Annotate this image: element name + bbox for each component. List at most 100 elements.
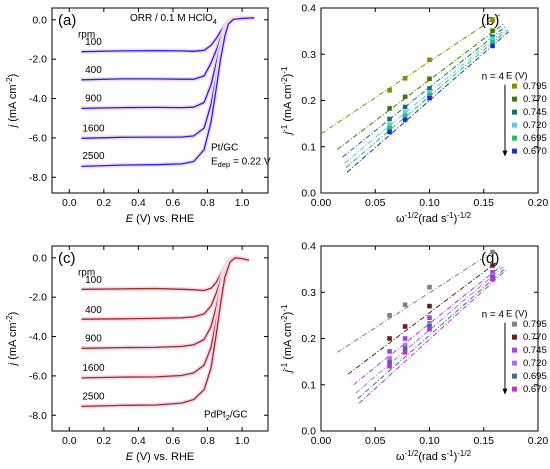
data-point-0.770 [402,324,408,329]
data-point-0.670 [402,350,408,355]
rpm-label: 900 [85,334,102,345]
chart-title: ORR / 0.1 M HClO4 [130,13,217,26]
x-axis-label: ω-1/2(rad s-1)-1/2 [396,211,472,225]
data-point-0.720 [427,320,432,326]
rpm-header: rpm [78,29,95,40]
x-tick-label: 0.8 [200,197,215,209]
panel-label: (d) [481,250,499,267]
x-tick-label: 0.00 [311,197,332,209]
chart-panel-a: 0.0 0.2 0.4 0.6 0.8 1.0 0.0 -2.0 -4.0 -6.0 -8.0 (a)… [5,7,271,225]
y-tick-label: 0.1 [301,379,316,391]
y-axis-label: j-1 (mA cm-2)-1 [280,304,294,374]
legend-swatch [511,386,517,392]
rpm-label: 400 [85,65,102,76]
x-tick-label: 0.0 [62,435,77,447]
fit-line-0.795 [320,14,501,135]
y-tick-label: 0.0 [301,188,316,200]
data-point-0.795 [490,249,495,255]
x-tick-label: 1.0 [235,435,250,447]
x-axis-label: ω-1/2(rad s-1)-1/2 [396,449,472,463]
legend-swatch [511,148,517,154]
x-axis-label: E (V) vs. RHE [126,451,194,463]
x-tick-label: 0.6 [166,435,181,447]
data-point-0.695 [387,360,392,365]
data-point-0.770 [402,94,408,100]
rpm-curve-2500 [81,17,255,168]
deposition-label: Edep = 0.22 V [211,157,271,170]
legend-swatch [511,321,517,327]
legend-swatch [511,96,517,102]
data-point-0.720 [402,110,408,115]
data-point-0.720 [402,343,408,348]
legend-swatch [511,135,517,141]
fit-line-0.695 [345,29,508,168]
fit-line-0.670 [346,31,510,173]
plot-frame [51,245,269,432]
rpm-label: 1600 [82,363,105,374]
data-point-0.720 [427,89,432,95]
data-point-0.745 [427,86,432,91]
legend-swatch [511,373,517,379]
y-tick-label: -2.0 [29,54,47,66]
y-tick-label: -4.0 [29,93,47,105]
x-tick-label: 0.2 [97,197,112,209]
electron-number-label: n = 4 [482,310,505,321]
y-tick-label: 0.1 [301,141,316,153]
electron-number-label: n = 4 [482,72,505,83]
data-point-0.795 [427,284,432,290]
electrode-label: PdPt2/GC [204,409,248,422]
fit-line-0.770 [336,23,504,150]
fit-line-0.795 [337,250,495,353]
data-point-0.670 [387,363,392,369]
x-tick-label: 0.10 [419,197,440,209]
data-point-0.795 [427,57,432,63]
legend-entry: 0.720 [523,120,547,131]
y-tick-label: -2.0 [29,292,47,304]
data-point-0.795 [402,76,408,81]
y-tick-label: 0.2 [301,333,316,345]
data-point-0.720 [490,36,495,42]
fit-line-0.770 [347,261,498,375]
data-point-0.795 [387,313,392,318]
data-point-0.745 [402,104,408,110]
rpm-label: 400 [85,305,102,316]
y-tick-label: 0.0 [301,426,316,438]
data-point-0.720 [387,356,392,361]
fit-line-0.670 [358,269,507,404]
rpm-header: rpm [78,267,95,278]
data-point-0.795 [402,302,408,308]
legend-entry: 0.770 [523,94,547,105]
data-point-0.770 [387,336,392,341]
data-point-0.695 [427,324,432,329]
panel-label: (c) [58,250,76,267]
data-point-0.670 [490,277,495,282]
legend-entry: 0.720 [523,358,547,369]
chart-panel-d: 0.00 0.05 0.10 0.15 0.20 0.0 0.1 0.2 0.3 0.4 (d) ω-… [280,241,548,464]
legend-entry: 0.795 [523,81,547,92]
legend-swatch [511,347,517,353]
data-point-0.770 [427,76,432,82]
rpm-label: 900 [85,94,102,105]
y-axis-label: j-1 (mA cm-2)-1 [280,66,294,136]
x-tick-label: 1.0 [235,197,250,209]
data-point-0.795 [387,88,392,93]
data-point-0.720 [387,122,392,127]
x-tick-label: 0.8 [200,435,215,447]
x-tick-label: 0.20 [528,435,549,447]
data-point-0.670 [402,117,408,123]
chart-panel-c: 0.0 0.2 0.4 0.6 0.8 1.0 0.0 -2.0 -4.0 -6.0 -8.0 (c)… [5,245,269,463]
y-tick-label: 0.4 [301,241,316,253]
data-point-0.695 [402,346,408,351]
chart-panel-b: 0.000.050.100.150.200.00.10.20.30.4(b)ω-… [280,3,548,226]
y-tick-label: -6.0 [29,132,47,144]
data-point-0.695 [490,39,495,45]
x-tick-label: 0.05 [365,197,386,209]
x-tick-label: 0.4 [131,197,146,209]
legend-arrow-head [502,388,508,395]
legend-entry: 0.695 [523,133,547,144]
y-tick-label: 0.3 [301,49,316,61]
legend-entry: 0.745 [523,107,547,118]
data-point-0.745 [490,270,495,275]
data-point-0.670 [490,43,495,49]
data-point-0.770 [490,28,495,33]
